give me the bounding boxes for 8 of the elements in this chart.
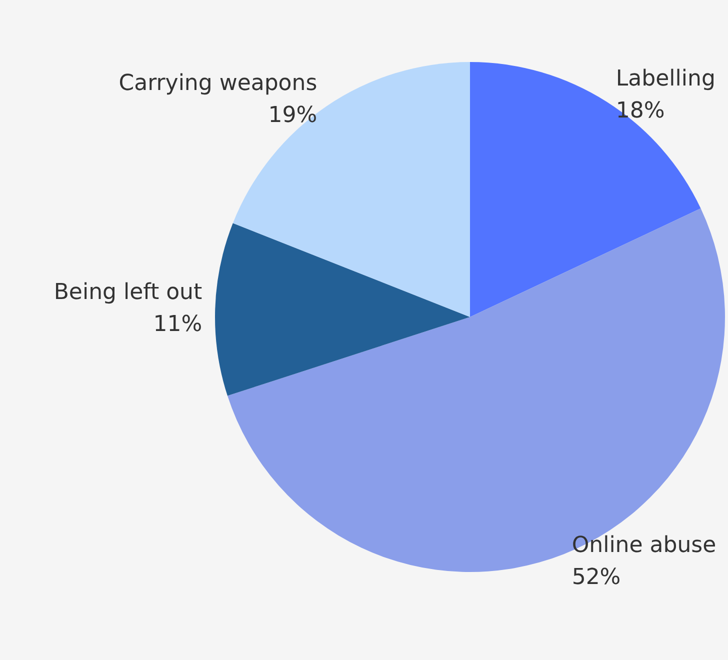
slice-label: Online abuse xyxy=(572,533,716,558)
data-label: 11% xyxy=(153,312,202,338)
slice-label: Carrying weapons xyxy=(118,70,318,96)
slice-label: Being left out xyxy=(54,280,203,306)
data-label: 19% xyxy=(268,102,318,128)
slice-label: Labelling xyxy=(616,66,716,92)
data-label: 18% xyxy=(616,98,665,124)
data-label: 52% xyxy=(572,565,621,590)
